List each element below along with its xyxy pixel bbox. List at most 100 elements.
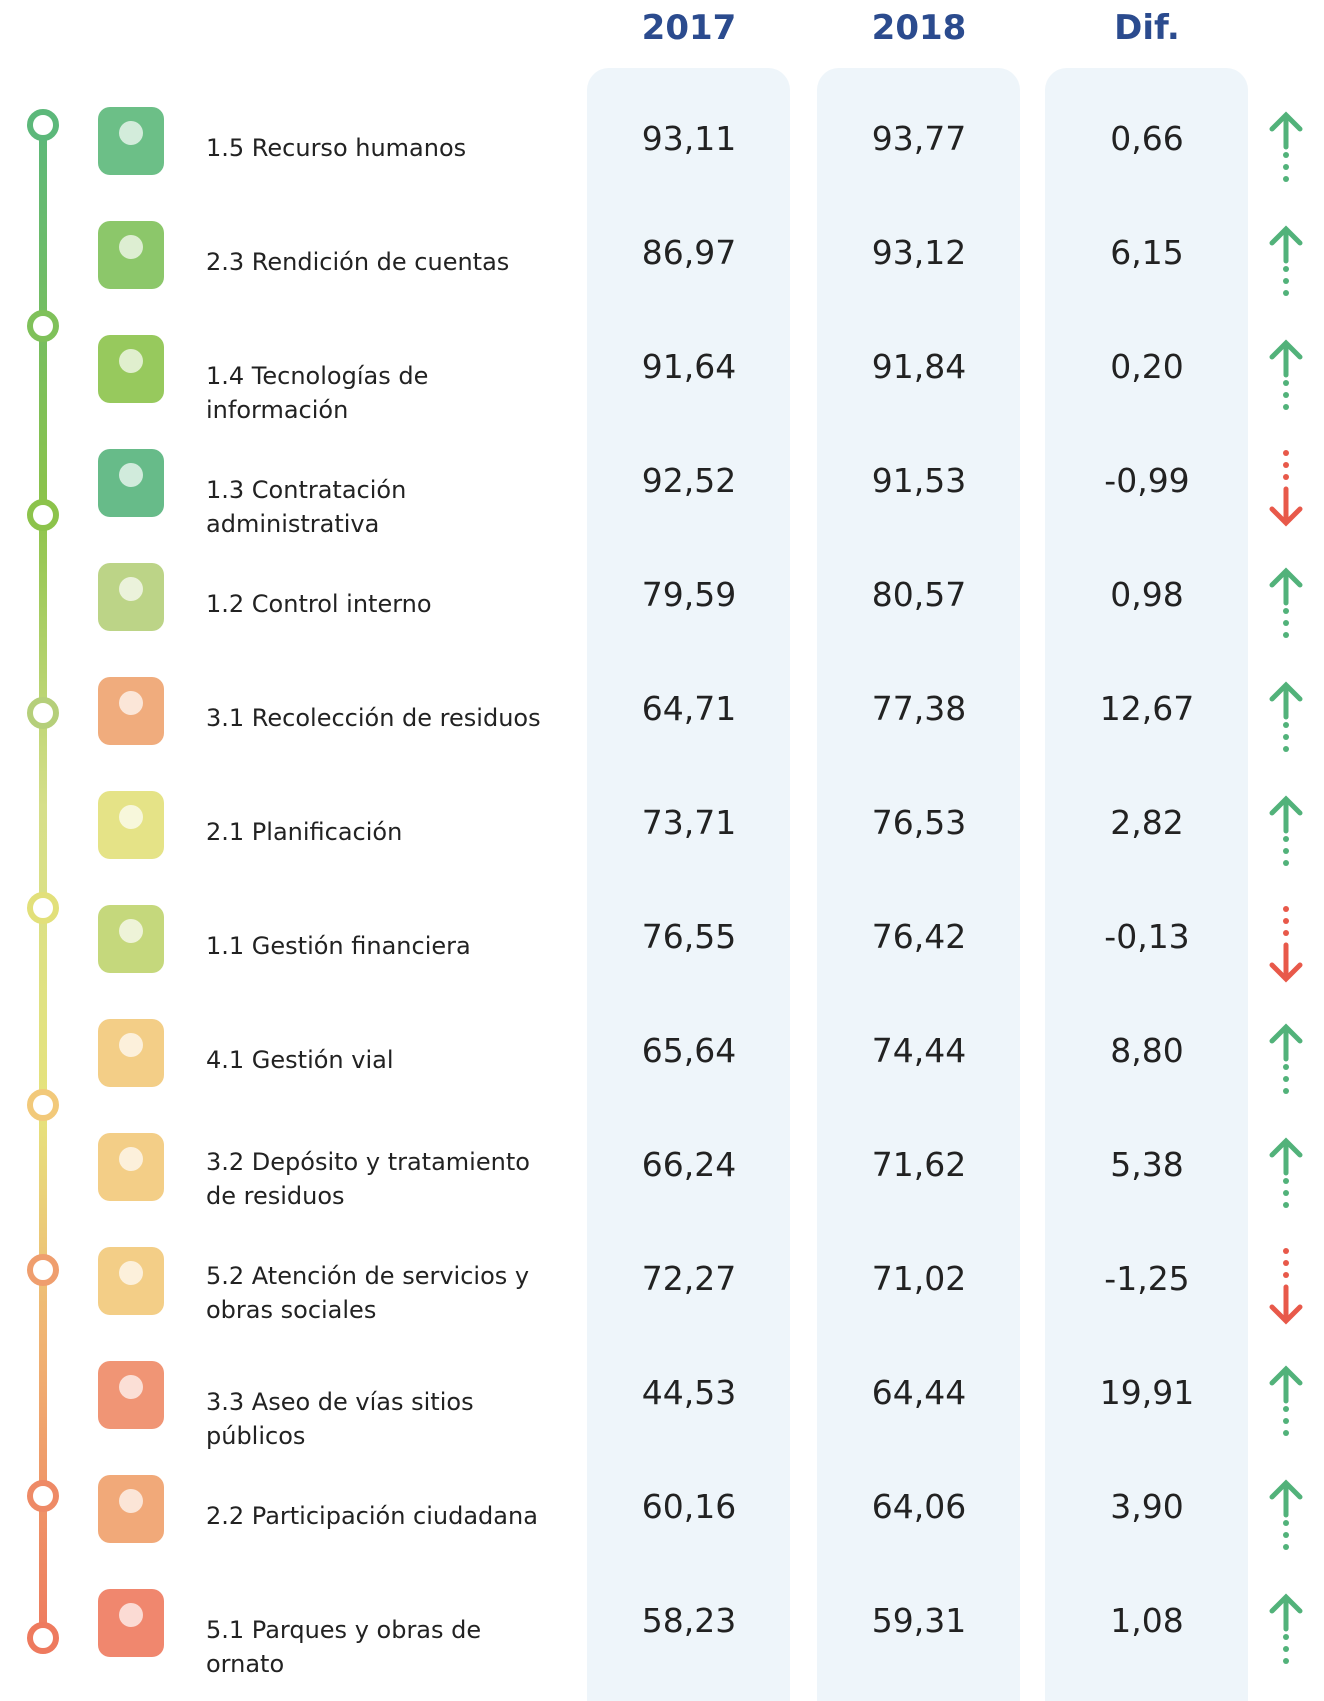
trend-arrow — [1272, 229, 1300, 261]
timeline-node — [30, 895, 56, 921]
trend-dot — [1283, 620, 1289, 626]
value-2018: 91,53 — [817, 461, 1021, 500]
value-dif: 19,91 — [1045, 1373, 1249, 1412]
value-dif: 0,66 — [1045, 119, 1249, 158]
value-dif: 6,15 — [1045, 233, 1249, 272]
row-icon-detail — [119, 121, 143, 145]
trend-dot — [1283, 1076, 1289, 1082]
trend-dot — [1283, 1260, 1289, 1266]
row-label: 3.2 Depósito y tratamiento de residuos — [206, 1145, 566, 1213]
trend-dot — [1283, 722, 1289, 728]
row-icon-detail — [119, 691, 143, 715]
trend-dot — [1283, 1202, 1289, 1208]
row-icon-detail — [119, 1147, 143, 1171]
value-dif: 0,20 — [1045, 347, 1249, 386]
value-2017: 58,23 — [587, 1601, 791, 1640]
row-label: 1.2 Control interno — [206, 587, 566, 621]
timeline — [39, 125, 47, 1640]
column-bg — [587, 68, 790, 1701]
value-2017: 64,71 — [587, 689, 791, 728]
value-2018: 74,44 — [817, 1031, 1021, 1070]
value-2018: 64,06 — [817, 1487, 1021, 1526]
value-2017: 93,11 — [587, 119, 791, 158]
trend-dot — [1283, 608, 1289, 614]
row-label: 4.1 Gestión vial — [206, 1043, 566, 1077]
trend-dot — [1283, 930, 1289, 936]
trend-dot — [1283, 176, 1289, 182]
page: 2017 2018 Dif. (() => { const data = JSO… — [0, 0, 1324, 1701]
trend-dot — [1283, 1430, 1289, 1436]
trend-dot — [1283, 1190, 1289, 1196]
column-bg — [817, 68, 1020, 1701]
value-2018: 76,53 — [817, 803, 1021, 842]
trend-dot — [1283, 474, 1289, 480]
trend-dot — [1283, 836, 1289, 842]
trend-dot — [1283, 1272, 1289, 1278]
trend-dot — [1283, 278, 1289, 284]
value-dif: -1,25 — [1045, 1259, 1249, 1298]
row-label: 2.3 Rendición de cuentas — [206, 245, 566, 279]
trend-arrow — [1272, 1369, 1300, 1401]
value-2018: 93,77 — [817, 119, 1021, 158]
row-label: 3.1 Recolección de residuos — [206, 701, 566, 735]
row-label: 3.3 Aseo de vías sitios públicos — [206, 1385, 566, 1453]
trend-dot — [1283, 632, 1289, 638]
row-label: 1.4 Tecnologías de información — [206, 359, 566, 427]
value-dif: -0,13 — [1045, 917, 1249, 956]
row-label: 5.1 Parques y obras de ornato — [206, 1613, 566, 1681]
trend-dot — [1283, 164, 1289, 170]
trend-dot — [1283, 1532, 1289, 1538]
value-2017: 79,59 — [587, 575, 791, 614]
value-dif: -0,99 — [1045, 461, 1249, 500]
row-label: 1.1 Gestión financiera — [206, 929, 566, 963]
value-2018: 71,62 — [817, 1145, 1021, 1184]
timeline-node — [30, 112, 56, 138]
row-icon-detail — [119, 349, 143, 373]
trend-arrow — [1272, 945, 1300, 979]
row-icon-detail — [119, 1375, 143, 1399]
row-label: 2.2 Participación ciudadana — [206, 1499, 566, 1533]
trend-dot — [1283, 1634, 1289, 1640]
value-2017: 73,71 — [587, 803, 791, 842]
timeline-node — [30, 1625, 56, 1651]
trend-dot — [1283, 290, 1289, 296]
timeline-node — [30, 1092, 56, 1118]
row-label: 2.1 Planificación — [206, 815, 566, 849]
value-2018: 59,31 — [817, 1601, 1021, 1640]
trend-dot — [1283, 734, 1289, 740]
trend-arrow — [1272, 1141, 1300, 1173]
trend-dot — [1283, 152, 1289, 158]
value-2017: 76,55 — [587, 917, 791, 956]
timeline-node — [30, 502, 56, 528]
value-2018: 71,02 — [817, 1259, 1021, 1298]
row-icon-detail — [119, 1261, 143, 1285]
value-2018: 93,12 — [817, 233, 1021, 272]
trend-dot — [1283, 906, 1289, 912]
value-2018: 80,57 — [817, 575, 1021, 614]
row-icon-detail — [119, 919, 143, 943]
trend-arrow — [1272, 685, 1300, 717]
row-icon-detail — [119, 577, 143, 601]
trend-dot — [1283, 392, 1289, 398]
value-2017: 92,52 — [587, 461, 791, 500]
timeline-node — [30, 313, 56, 339]
trend-dot — [1283, 1406, 1289, 1412]
value-dif: 8,80 — [1045, 1031, 1249, 1070]
value-dif: 0,98 — [1045, 575, 1249, 614]
trend-dot — [1283, 860, 1289, 866]
value-2017: 44,53 — [587, 1373, 791, 1412]
value-2017: 65,64 — [587, 1031, 791, 1070]
trend-dot — [1283, 1088, 1289, 1094]
value-2018: 91,84 — [817, 347, 1021, 386]
row-icon-detail — [119, 805, 143, 829]
value-2017: 60,16 — [587, 1487, 791, 1526]
trend-dot — [1283, 266, 1289, 272]
value-dif: 1,08 — [1045, 1601, 1249, 1640]
column-header: 2017 — [587, 8, 791, 48]
value-dif: 5,38 — [1045, 1145, 1249, 1184]
trend-dot — [1283, 1418, 1289, 1424]
trend-dot — [1283, 1178, 1289, 1184]
trend-dot — [1283, 404, 1289, 410]
trend-arrow — [1272, 489, 1300, 523]
value-2017: 91,64 — [587, 347, 791, 386]
